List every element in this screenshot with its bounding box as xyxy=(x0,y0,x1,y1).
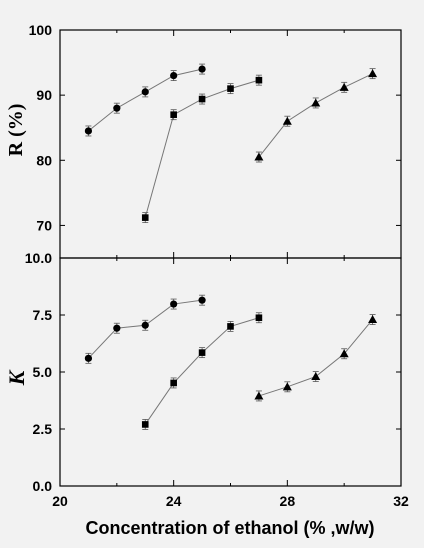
x-tick-label: 20 xyxy=(52,493,68,509)
x-tick-label: 28 xyxy=(280,493,296,509)
bottom-y-axis-title: K xyxy=(4,369,29,386)
bottom-triangle-point xyxy=(254,391,264,400)
bottom-square-point xyxy=(198,349,206,356)
bottom-y-tick-label: 0.0 xyxy=(33,478,53,494)
top-panel: 70 80 90 100 R (%) xyxy=(5,22,402,259)
top-square-point xyxy=(170,111,177,118)
bottom-triangle-series-line xyxy=(258,319,373,397)
top-circle-point xyxy=(170,72,178,80)
bottom-circle-point xyxy=(198,296,206,304)
bottom-tick-labels: 0.0 2.5 5.0 7.5 10.0 20 24 28 32 xyxy=(25,250,409,509)
top-series-markers xyxy=(84,63,378,224)
top-axis-frame xyxy=(59,29,402,259)
top-y-tick-label: 70 xyxy=(36,217,52,233)
bottom-square-series-line xyxy=(144,317,260,425)
bottom-circle-point xyxy=(113,324,121,332)
top-square-point xyxy=(255,76,263,84)
top-y-tick-label: 100 xyxy=(29,22,53,38)
bottom-square-point xyxy=(141,421,149,428)
top-y-tick-label: 90 xyxy=(36,87,52,103)
top-circle-point xyxy=(198,65,206,73)
top-y-tick-label: 80 xyxy=(36,152,52,168)
top-y-axis-title: R (%) xyxy=(5,104,27,157)
bottom-y-tick-label: 5.0 xyxy=(33,364,53,380)
top-circle-point xyxy=(141,88,149,96)
bottom-series-lines xyxy=(88,299,373,425)
x-tick-label: 24 xyxy=(166,493,182,509)
top-square-point xyxy=(227,85,234,92)
bottom-circle-point xyxy=(170,300,178,308)
top-circle-point xyxy=(113,104,121,112)
top-axes xyxy=(59,29,402,259)
top-circle-series-line xyxy=(88,68,203,132)
bottom-circle-point xyxy=(84,354,93,362)
bottom-axes xyxy=(59,257,402,487)
bottom-triangle-point xyxy=(311,372,321,381)
bottom-triangle-point xyxy=(368,315,378,324)
bottom-y-tick-label: 2.5 xyxy=(33,421,53,437)
top-triangle-point xyxy=(282,116,292,125)
bottom-panel: 0.0 2.5 5.0 7.5 10.0 20 24 28 32 K Concentration… xyxy=(4,250,409,538)
top-circle-point xyxy=(84,127,93,135)
bottom-axis-frame xyxy=(59,257,402,487)
top-triangle-series-line xyxy=(258,73,373,158)
bottom-square-point xyxy=(255,314,263,322)
top-triangle-point xyxy=(311,98,321,107)
top-tick-labels: 70 80 90 100 xyxy=(29,22,53,233)
bottom-square-point xyxy=(227,323,234,330)
top-square-point xyxy=(198,95,206,103)
top-triangle-point xyxy=(254,152,264,161)
bottom-y-tick-label: 7.5 xyxy=(33,307,53,323)
bottom-square-point xyxy=(170,379,177,387)
top-triangle-point xyxy=(339,82,349,91)
bottom-series-markers xyxy=(84,294,378,430)
bottom-triangle-point xyxy=(339,349,349,358)
bottom-y-tick-label: 10.0 xyxy=(25,250,52,266)
x-axis-title: Concentration of ethanol (% ,w/w) xyxy=(86,518,375,538)
top-triangle-point xyxy=(368,69,378,78)
x-tick-label: 32 xyxy=(393,493,409,509)
top-square-point xyxy=(141,214,149,221)
bottom-triangle-point xyxy=(282,382,292,391)
bottom-circle-point xyxy=(141,321,149,329)
